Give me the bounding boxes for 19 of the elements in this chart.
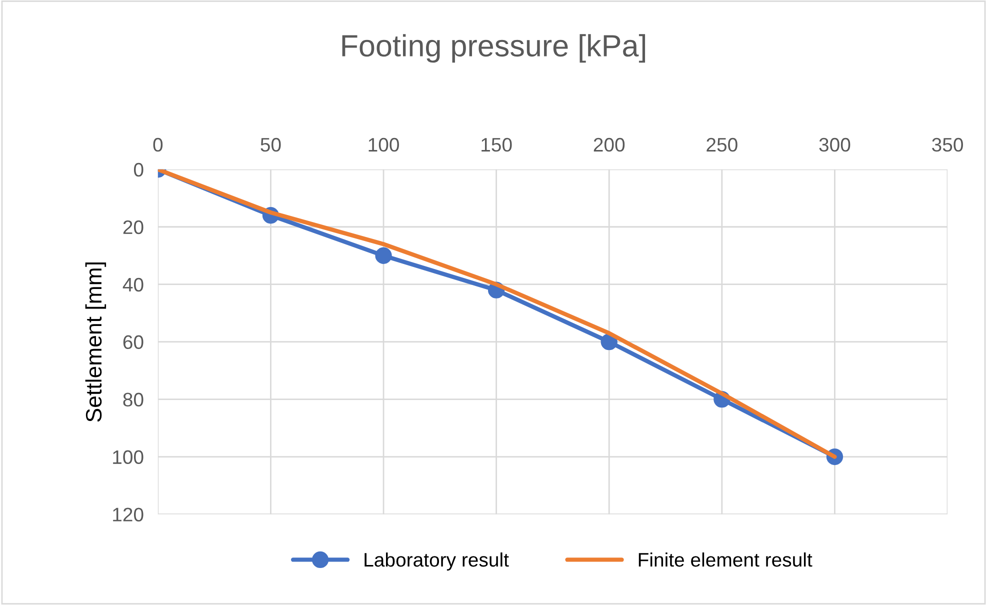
x-tick-label: 0: [153, 138, 163, 152]
legend-label: Laboratory result: [364, 552, 509, 571]
x-tick-label: 350: [932, 138, 963, 152]
y-tick-label: 0: [134, 162, 144, 177]
y-tick-label: 20: [123, 220, 144, 234]
y-tick-label: 80: [123, 392, 144, 407]
x-tick-label: 250: [706, 138, 738, 152]
x-tick-label: 150: [482, 138, 512, 152]
x-tick-label: 50: [260, 138, 281, 152]
x-tick-label: 300: [819, 138, 850, 152]
legend-label: Finite element result: [638, 552, 812, 567]
y-tick-label: 120: [113, 508, 144, 522]
y-axis-title: Settlement [mm]: [85, 262, 106, 422]
y-tick-label: 40: [122, 278, 144, 292]
y-tick-label: 100: [113, 450, 144, 464]
x-tick-label: 100: [368, 138, 399, 152]
chart-title: Footing pressure [kPa]: [342, 34, 646, 63]
x-tick-label: 200: [594, 138, 625, 152]
y-tick-label: 60: [123, 335, 144, 350]
